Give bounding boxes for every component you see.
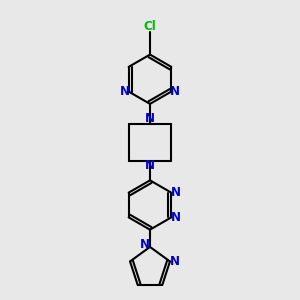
- Text: N: N: [145, 112, 155, 125]
- Text: N: N: [145, 159, 155, 172]
- Text: Cl: Cl: [144, 20, 156, 33]
- Text: N: N: [170, 255, 180, 268]
- Text: N: N: [171, 186, 181, 199]
- Text: N: N: [120, 85, 130, 98]
- Text: N: N: [140, 238, 150, 251]
- Text: N: N: [170, 85, 180, 98]
- Text: N: N: [171, 211, 181, 224]
